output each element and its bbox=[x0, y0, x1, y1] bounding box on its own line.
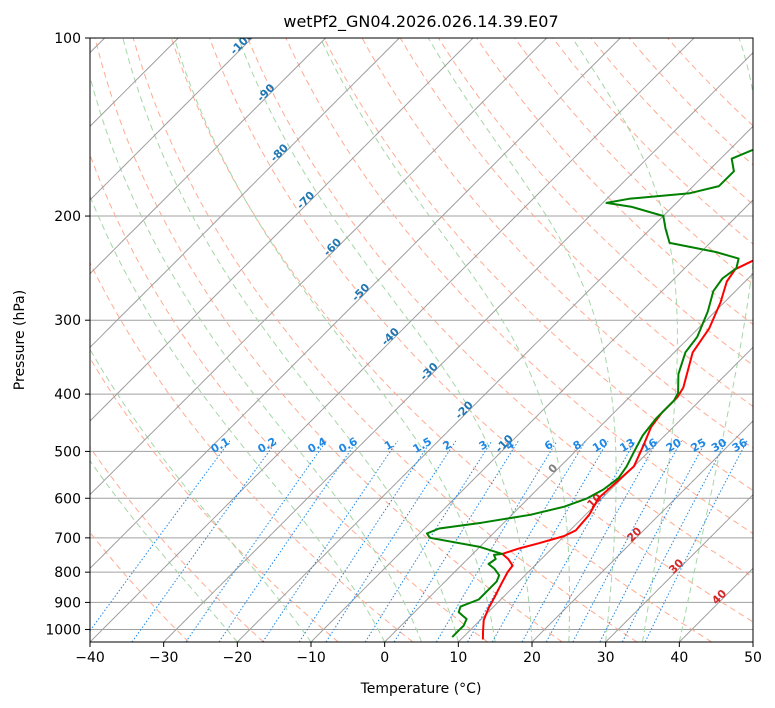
y-axis-label: Pressure (hPa) bbox=[12, 290, 28, 390]
x-axis-label: Temperature (°C) bbox=[360, 681, 482, 697]
y-tick-label: 200 bbox=[54, 209, 81, 225]
y-tick-label: 300 bbox=[54, 313, 81, 329]
moist-adiabats bbox=[90, 38, 753, 642]
moist-adiabat bbox=[122, 38, 459, 642]
mixing-ratio-lines bbox=[90, 440, 748, 642]
isotherms bbox=[90, 38, 753, 642]
dry-adiabat bbox=[90, 261, 414, 642]
x-tick-label: −20 bbox=[223, 650, 253, 666]
isotherm-line bbox=[90, 38, 621, 570]
y-tick-label: 1000 bbox=[45, 622, 81, 638]
moist-adiabat bbox=[678, 38, 753, 642]
dry-adiabat bbox=[285, 38, 753, 535]
y-axis-ticks: 100 200 300 400 500 600 700 800 900 1000 bbox=[45, 31, 90, 638]
plot-area: -100-90-80-70-60-50-40-30-20-10010203040… bbox=[90, 38, 753, 642]
isotherm-line bbox=[90, 38, 548, 496]
dry-adiabat bbox=[247, 38, 753, 578]
dry-adiabat bbox=[94, 38, 563, 642]
dry-adiabat bbox=[132, 38, 638, 642]
moist-adiabat bbox=[427, 38, 617, 642]
mixing-ratio-line bbox=[572, 440, 682, 642]
mixing-ratio-line bbox=[467, 440, 586, 642]
chart-title: wetPf2_GN04.2026.026.14.39.E07 bbox=[283, 12, 558, 32]
x-tick-label: 50 bbox=[744, 650, 762, 666]
isotherm-line bbox=[90, 38, 400, 349]
mixing-ratio-line bbox=[185, 440, 327, 642]
isotherm-line bbox=[163, 51, 753, 642]
y-tick-label: 800 bbox=[54, 565, 81, 581]
mixing-ratio-line bbox=[621, 440, 727, 642]
dry-adiabat bbox=[514, 38, 753, 285]
moist-adiabat bbox=[319, 38, 570, 642]
mixing-ratio-line bbox=[545, 440, 658, 642]
moist-adiabat bbox=[571, 38, 678, 642]
x-tick-label: −30 bbox=[149, 650, 179, 666]
mixing-ratio-line bbox=[298, 440, 432, 642]
x-tick-label: −10 bbox=[296, 650, 326, 666]
isotherm-line bbox=[236, 125, 753, 642]
x-tick-label: 0 bbox=[380, 650, 389, 666]
dry-adiabat bbox=[209, 38, 753, 623]
x-tick-label: 10 bbox=[449, 650, 467, 666]
x-tick-label: −40 bbox=[75, 650, 105, 666]
y-tick-label: 500 bbox=[54, 444, 81, 460]
y-tick-label: 700 bbox=[54, 531, 81, 547]
isotherm-line bbox=[90, 38, 695, 642]
y-tick-label: 600 bbox=[54, 491, 81, 507]
dry-adiabat bbox=[170, 38, 712, 642]
dry-adiabat bbox=[476, 38, 753, 326]
mixing-ratio-line bbox=[435, 440, 558, 642]
y-tick-label: 100 bbox=[54, 31, 81, 47]
x-tick-label: 30 bbox=[597, 650, 615, 666]
isotherm-line bbox=[605, 493, 753, 642]
moist-adiabat bbox=[173, 38, 496, 642]
dry-adiabat bbox=[323, 38, 753, 492]
moist-adiabat bbox=[90, 459, 238, 642]
mixing-ratio-line bbox=[393, 440, 519, 642]
x-tick-label: 40 bbox=[670, 650, 688, 666]
dry-adiabat bbox=[90, 446, 264, 642]
x-axis-ticks: −40 −30 −20 −10 0 10 20 30 40 50 bbox=[75, 642, 762, 666]
dewpoint-profile bbox=[426, 148, 753, 638]
y-tick-label: 900 bbox=[54, 595, 81, 611]
isotherm-line bbox=[90, 38, 474, 422]
mixing-ratio-line bbox=[599, 440, 707, 642]
mixing-ratio-line bbox=[218, 440, 358, 642]
x-tick-label: 20 bbox=[523, 650, 541, 666]
moist-adiabat bbox=[237, 38, 533, 642]
isotherm-line bbox=[678, 567, 753, 642]
mixing-ratio-line bbox=[131, 440, 278, 642]
isotherm-line bbox=[457, 346, 753, 642]
mixing-ratio-line bbox=[364, 440, 493, 642]
sounding-series bbox=[426, 148, 753, 640]
isotherm-line bbox=[531, 420, 753, 642]
y-tick-label: 400 bbox=[54, 387, 81, 403]
plot-frame bbox=[89, 37, 754, 643]
mixing-ratio-line bbox=[262, 440, 399, 642]
isotherm-line bbox=[384, 272, 753, 642]
mixing-ratio-line bbox=[325, 440, 457, 642]
moist-adiabat bbox=[90, 194, 386, 642]
moist-adiabat bbox=[90, 74, 422, 642]
